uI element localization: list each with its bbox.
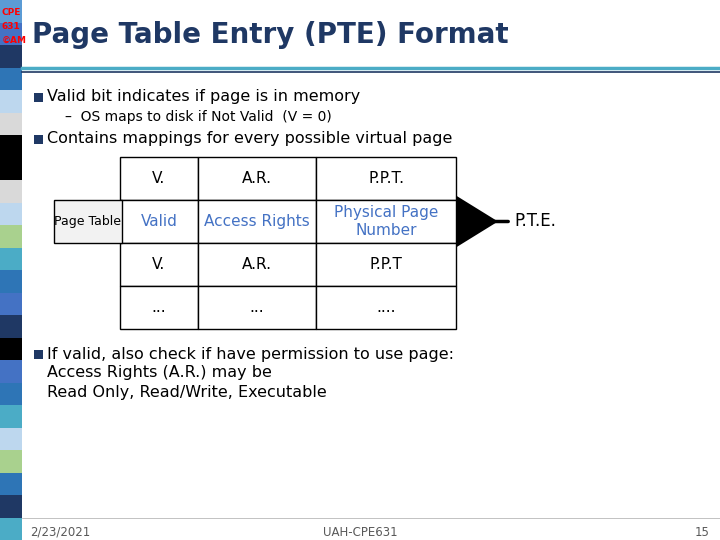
Text: –  OS maps to disk if Not Valid  (V = 0): – OS maps to disk if Not Valid (V = 0) <box>65 110 332 124</box>
Bar <box>0 23 22 45</box>
Bar <box>0 315 22 338</box>
Text: CPE: CPE <box>2 8 22 17</box>
Bar <box>198 286 316 329</box>
Text: ....: .... <box>377 300 396 315</box>
Bar <box>316 286 456 329</box>
Text: Page Table Entry (PTE) Format: Page Table Entry (PTE) Format <box>32 21 508 49</box>
Bar <box>0 68 22 90</box>
Text: P.P.T.: P.P.T. <box>368 171 404 186</box>
Text: V.: V. <box>153 257 166 272</box>
Bar <box>120 286 198 329</box>
Bar <box>0 158 22 180</box>
Bar <box>0 202 22 225</box>
Bar <box>0 495 22 517</box>
Text: UAH-CPE631: UAH-CPE631 <box>323 525 397 538</box>
Text: P.P.T: P.P.T <box>369 257 402 272</box>
Bar <box>0 135 22 158</box>
Bar <box>0 450 22 472</box>
Text: Valid: Valid <box>140 214 177 229</box>
Text: Valid bit indicates if page is in memory: Valid bit indicates if page is in memory <box>47 90 360 105</box>
Bar <box>0 0 22 23</box>
Text: 15: 15 <box>695 525 710 538</box>
Bar <box>120 243 198 286</box>
Bar <box>0 225 22 247</box>
Bar <box>0 45 22 68</box>
Bar <box>316 243 456 286</box>
Bar <box>198 200 316 243</box>
Text: If valid, also check if have permission to use page:: If valid, also check if have permission … <box>47 347 454 361</box>
Text: 631: 631 <box>2 22 21 31</box>
Text: Page Table: Page Table <box>55 215 122 228</box>
Bar <box>34 134 43 144</box>
Bar <box>198 243 316 286</box>
Bar <box>120 157 198 200</box>
Text: Physical Page
Number: Physical Page Number <box>334 205 438 238</box>
Text: Contains mappings for every possible virtual page: Contains mappings for every possible vir… <box>47 132 452 146</box>
Text: A.R.: A.R. <box>242 257 272 272</box>
Bar <box>0 382 22 405</box>
Bar <box>0 360 22 382</box>
Bar <box>0 247 22 270</box>
Text: ©AM: ©AM <box>2 36 27 45</box>
Text: ...: ... <box>250 300 264 315</box>
Bar <box>120 200 198 243</box>
Text: Access Rights: Access Rights <box>204 214 310 229</box>
Bar <box>34 349 43 359</box>
Text: Read Only, Read/Write, Executable: Read Only, Read/Write, Executable <box>47 384 327 400</box>
Bar <box>0 293 22 315</box>
Bar <box>0 428 22 450</box>
Text: Access Rights (A.R.) may be: Access Rights (A.R.) may be <box>47 366 272 381</box>
Text: P.T.E.: P.T.E. <box>514 213 556 231</box>
Bar <box>0 90 22 112</box>
Bar <box>0 112 22 135</box>
Text: 2/23/2021: 2/23/2021 <box>30 525 90 538</box>
Bar <box>316 157 456 200</box>
Bar <box>0 517 22 540</box>
Text: ...: ... <box>152 300 166 315</box>
Bar <box>0 338 22 360</box>
Bar <box>34 92 43 102</box>
Bar <box>0 472 22 495</box>
Bar <box>198 157 316 200</box>
Bar <box>316 200 456 243</box>
Bar <box>0 180 22 202</box>
Polygon shape <box>458 198 496 245</box>
Bar <box>0 270 22 293</box>
Text: V.: V. <box>153 171 166 186</box>
Bar <box>54 200 122 243</box>
Bar <box>0 405 22 428</box>
Text: A.R.: A.R. <box>242 171 272 186</box>
